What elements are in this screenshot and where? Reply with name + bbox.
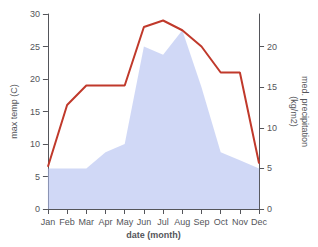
svg-text:Sep: Sep (193, 217, 209, 227)
svg-text:15: 15 (30, 107, 40, 117)
svg-text:20: 20 (30, 74, 40, 84)
svg-text:Jun: Jun (137, 217, 152, 227)
svg-text:10: 10 (267, 123, 277, 133)
svg-text:Jan: Jan (41, 217, 56, 227)
svg-text:max temp (C): max temp (C) (9, 84, 19, 139)
svg-text:Oct: Oct (214, 217, 229, 227)
svg-text:5: 5 (267, 163, 272, 173)
svg-text:Nov: Nov (232, 217, 249, 227)
svg-text:0: 0 (35, 204, 40, 214)
svg-text:Feb: Feb (59, 217, 75, 227)
svg-text:Mar: Mar (79, 217, 95, 227)
svg-text:0: 0 (267, 204, 272, 214)
svg-text:Dec: Dec (251, 217, 268, 227)
svg-text:date (month): date (month) (126, 230, 181, 240)
svg-text:(kg/m2): (kg/m2) (289, 96, 299, 127)
svg-text:5: 5 (35, 172, 40, 182)
svg-text:15: 15 (267, 82, 277, 92)
svg-text:30: 30 (30, 9, 40, 19)
svg-text:med. precipitation: med. precipitation (300, 76, 310, 147)
svg-text:Jul: Jul (157, 217, 169, 227)
svg-text:25: 25 (30, 42, 40, 52)
svg-text:May: May (116, 217, 134, 227)
svg-text:Apr: Apr (98, 217, 112, 227)
svg-text:20: 20 (267, 42, 277, 52)
svg-text:Aug: Aug (174, 217, 190, 227)
svg-text:10: 10 (30, 139, 40, 149)
